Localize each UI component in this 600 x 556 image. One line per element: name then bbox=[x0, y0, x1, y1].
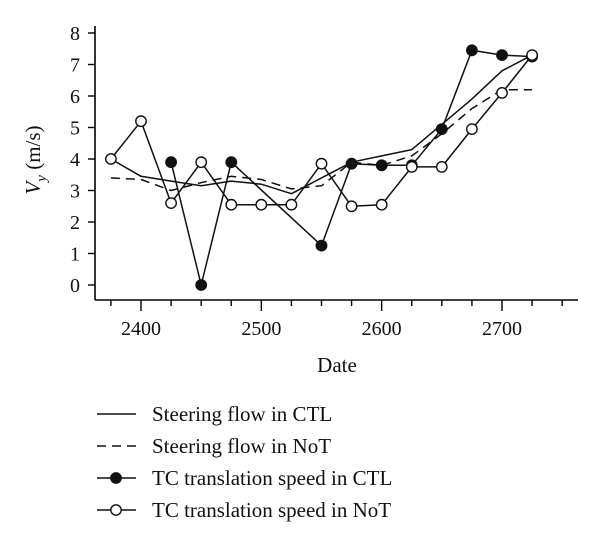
y-tick-label-8: 8 bbox=[70, 23, 80, 45]
legend-item-2: TC translation speed in CTL bbox=[97, 466, 392, 490]
series-3-point-7 bbox=[315, 157, 328, 170]
series-3-point-3 bbox=[195, 156, 208, 169]
y-tick-label-2: 2 bbox=[70, 212, 80, 234]
y-tick-label-0: 0 bbox=[70, 275, 80, 297]
y-tick-label-3: 3 bbox=[70, 181, 80, 203]
series-3-point-2 bbox=[165, 197, 178, 210]
series-2 bbox=[165, 44, 538, 291]
series-2-point-4 bbox=[345, 157, 358, 170]
series-0 bbox=[110, 54, 533, 195]
legend-item-3: TC translation speed in NoT bbox=[97, 498, 391, 522]
x-tick-label-2: 2600 bbox=[362, 318, 402, 340]
series-2-point-3 bbox=[315, 239, 328, 252]
legend-label-1: Steering flow in NoT bbox=[152, 434, 331, 458]
series-1-line bbox=[110, 88, 533, 192]
y-tick-label-4: 4 bbox=[70, 149, 80, 171]
plot-series bbox=[105, 44, 538, 291]
legend-item-1: Steering flow in NoT bbox=[97, 434, 331, 458]
series-3-point-12 bbox=[465, 123, 478, 136]
series-1 bbox=[110, 88, 533, 192]
legend-label-0: Steering flow in CTL bbox=[152, 402, 332, 426]
series-3-point-11 bbox=[435, 160, 448, 173]
x-tick-label-1: 2500 bbox=[241, 318, 281, 340]
y-axis-label-subscript: y bbox=[34, 175, 50, 184]
series-2-point-1 bbox=[195, 279, 208, 291]
series-2-point-2 bbox=[225, 156, 238, 169]
y-axis-label-main: V bbox=[21, 180, 45, 195]
series-3-point-4 bbox=[225, 198, 238, 211]
y-tick-label-1: 1 bbox=[70, 244, 80, 266]
series-3-point-1 bbox=[135, 115, 147, 128]
y-tick-label-7: 7 bbox=[70, 55, 80, 77]
y-tick-label-6: 6 bbox=[70, 86, 80, 108]
series-3-point-13 bbox=[496, 87, 508, 99]
legend: Steering flow in CTL Steering flow in NoT… bbox=[97, 402, 392, 522]
legend-item-0: Steering flow in CTL bbox=[97, 402, 332, 426]
legend-label-2: TC translation speed in CTL bbox=[152, 466, 392, 490]
series-2-point-7 bbox=[435, 123, 448, 136]
series-3-point-9 bbox=[375, 198, 388, 211]
series-0-line bbox=[110, 54, 533, 195]
series-3-point-0 bbox=[105, 153, 117, 165]
series-3-point-10 bbox=[405, 160, 418, 173]
y-tick-label-5: 5 bbox=[70, 118, 80, 140]
series-3 bbox=[105, 49, 538, 213]
series-2-point-8 bbox=[465, 44, 478, 57]
series-2-point-9 bbox=[496, 49, 508, 61]
ticks: 0 1 2 3 4 5 6 7 8 2400 2500 2600 2700 bbox=[70, 23, 563, 340]
x-tick-label-3: 2700 bbox=[482, 318, 522, 340]
series-3-point-6 bbox=[285, 198, 298, 211]
plot-axes bbox=[94, 26, 578, 301]
y-axis-label: Vy (m/s) bbox=[21, 125, 50, 194]
series-2-point-5 bbox=[375, 159, 388, 172]
legend-marker-3 bbox=[110, 504, 122, 516]
x-tick-label-0: 2400 bbox=[121, 318, 161, 340]
series-3-point-5 bbox=[255, 198, 268, 211]
series-3-point-14 bbox=[526, 49, 538, 61]
y-axis-label-unit: (m/s) bbox=[21, 125, 45, 175]
x-axis-label: Date bbox=[317, 353, 357, 377]
series-3-point-8 bbox=[345, 200, 358, 213]
legend-label-3: TC translation speed in NoT bbox=[152, 498, 391, 522]
series-2-point-0 bbox=[165, 156, 178, 169]
legend-marker-2 bbox=[110, 472, 122, 484]
